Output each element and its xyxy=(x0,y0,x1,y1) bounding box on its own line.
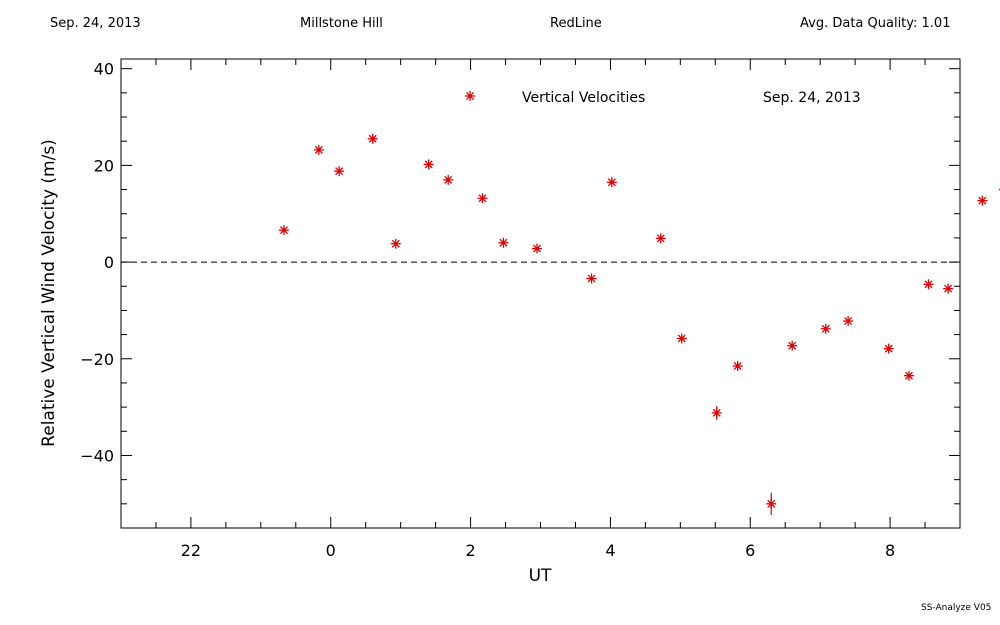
data-point xyxy=(532,243,543,254)
x-tick-label: 8 xyxy=(885,541,895,560)
data-point xyxy=(390,238,401,249)
data-point xyxy=(820,323,831,334)
data-point xyxy=(732,361,743,372)
data-points xyxy=(278,133,1000,515)
data-point xyxy=(606,177,617,188)
legend: Vertical Velocities Sep. 24, 2013 xyxy=(465,90,861,106)
data-point xyxy=(787,340,798,351)
y-tick-label: 0 xyxy=(104,253,114,272)
header-site: Millstone Hill xyxy=(300,16,383,31)
x-tick-label: 22 xyxy=(181,541,201,560)
plot-frame xyxy=(120,58,961,529)
y-tick-label: −40 xyxy=(80,446,114,465)
data-point xyxy=(977,195,988,206)
legend-marker xyxy=(465,91,475,101)
data-point xyxy=(766,492,777,515)
x-tick-label: 6 xyxy=(745,541,755,560)
footer-version: SS-Analyze V05 xyxy=(921,603,992,613)
data-point xyxy=(334,166,345,177)
y-tick-label: 20 xyxy=(94,156,114,175)
header-date: Sep. 24, 2013 xyxy=(50,16,141,31)
data-point xyxy=(943,283,954,294)
data-point xyxy=(883,343,894,354)
x-tick-label: 4 xyxy=(605,541,615,560)
y-tick-label: 40 xyxy=(94,60,114,79)
legend-date: Sep. 24, 2013 xyxy=(763,90,861,106)
axis-ticks: 22 0 2 4 6 8 −40 −20 0 20 40 xyxy=(80,59,961,560)
data-point xyxy=(655,233,666,244)
data-point xyxy=(586,273,597,284)
data-point xyxy=(843,316,854,327)
data-point xyxy=(903,370,914,381)
data-point xyxy=(313,144,324,155)
data-point xyxy=(367,133,378,144)
data-point xyxy=(423,159,434,170)
data-point xyxy=(923,279,934,290)
x-axis-label: UT xyxy=(529,566,552,586)
data-point xyxy=(278,225,289,236)
x-tick-label: 2 xyxy=(465,541,475,560)
data-point xyxy=(498,237,509,248)
x-tick-label: 0 xyxy=(326,541,336,560)
legend-label: Vertical Velocities xyxy=(522,90,645,106)
y-tick-label: −20 xyxy=(80,350,114,369)
data-point xyxy=(711,406,722,420)
header-data-quality: Avg. Data Quality: 1.01 xyxy=(800,16,951,31)
data-point xyxy=(443,174,454,185)
header-instrument: RedLine xyxy=(550,16,602,31)
data-point xyxy=(676,333,687,344)
data-point xyxy=(477,193,488,204)
y-axis-label: Relative Vertical Wind Velocity (m/s) xyxy=(39,139,59,447)
